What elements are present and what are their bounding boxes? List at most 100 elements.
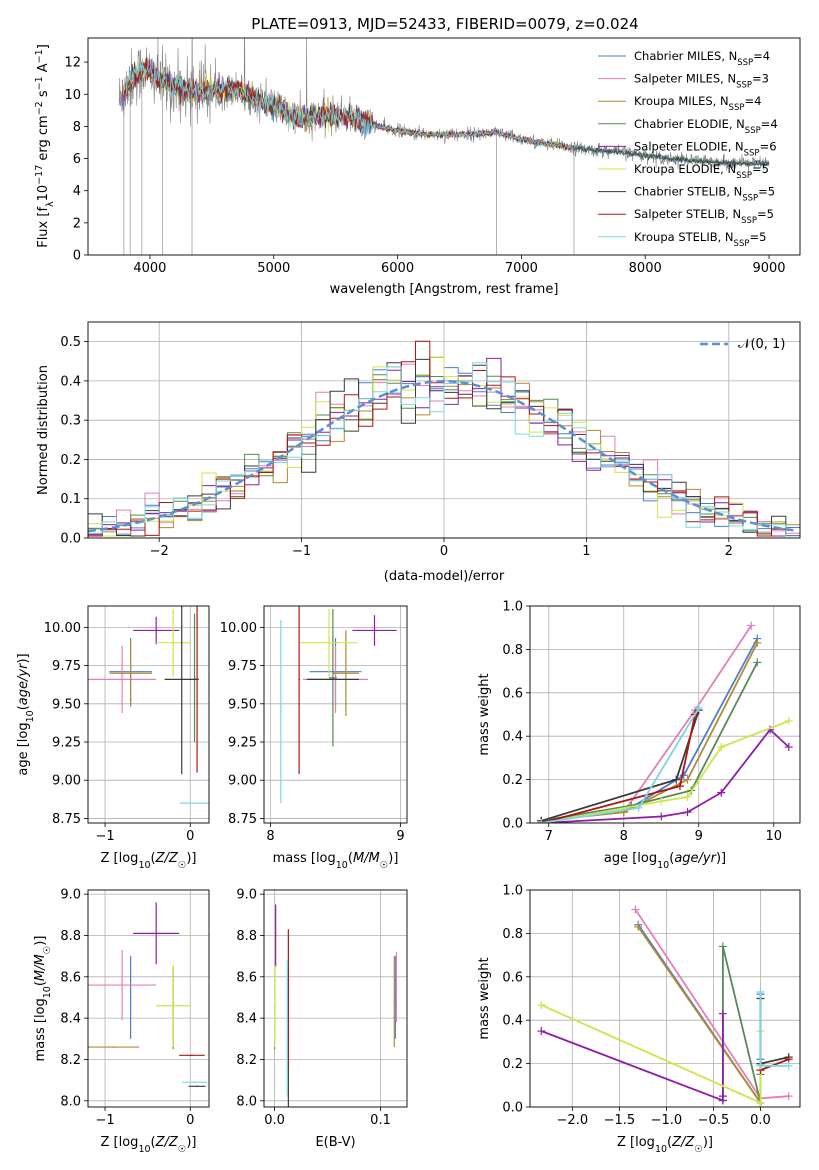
y-tick-label: 0.2 [502,773,523,788]
series-marker [718,1009,727,1018]
data-point [193,677,196,679]
series-marker [683,808,692,817]
axes-frame [263,605,408,824]
x-axis-label: age [log10(age/yr)] [604,851,726,871]
panel-spectrum: 4000 5000 6000 7000 8000 9000 0 2 4 6 8 10 12 wavelen… [34,37,801,297]
y-tick-label: 0.0 [502,1101,523,1116]
y-tick-label: 12 [64,56,81,71]
series-marker [676,782,684,791]
series-marker [718,1092,727,1101]
figure-title: PLATE=0913, MJD=52433, FIBERID=0079, z=0… [251,15,638,33]
series-marker [694,703,703,712]
data-point [287,996,290,999]
x-tick-label: 7 [545,829,553,844]
y-tick-label: 10.00 [220,621,257,636]
y-tick-label: 1.0 [502,884,523,899]
residual-histogram [88,340,800,537]
y-tick-label: 0.0 [502,817,523,832]
y-axis-label: mass weight [477,673,492,755]
data-point [280,710,282,713]
y-tick-label: 8.75 [228,812,257,827]
x-tick-label: 0 [186,1113,194,1128]
axes-frame [87,605,210,824]
x-tick-label: 0 [440,544,448,559]
y-tick-label: 0.6 [502,970,523,985]
data-point [298,678,300,681]
axes-frame [529,889,801,1108]
legend-label: Chabrier MILES, NSSP=4 [634,49,770,68]
legend-label: Chabrier ELODIE, NSSP=4 [634,117,778,136]
x-tick-label: 8000 [629,261,662,276]
plot-area [264,606,407,823]
data-point [345,672,347,675]
x-tick-label: −1.0 [651,1113,683,1128]
x-axis-label: Z [log10(Z/Z☉)] [617,1135,713,1155]
data-point [121,678,123,681]
legend-label: Salpeter ELODIE, NSSP=6 [634,139,777,158]
series-marker [784,743,793,752]
series-marker [631,905,640,914]
series-line [760,1058,790,1071]
axes-frame [529,605,801,824]
axes-frame [87,37,801,256]
series-marker [756,987,765,996]
y-tick-label: 0.6 [502,686,523,701]
x-tick-label: −1.5 [604,1113,636,1128]
x-tick-label: 0.1 [370,1113,391,1128]
x-tick-label: 0 [186,829,194,844]
x-axis-label: E(B-V) [315,1135,355,1150]
x-tick-label: 4000 [133,261,166,276]
x-tick-label: 1 [582,544,590,559]
y-tick-label: 10.00 [44,621,81,636]
model-spectrum [125,61,574,150]
y-tick-label: 9.25 [52,736,81,751]
legend-label: Kroupa MILES, NSSP=4 [634,94,761,113]
series-marker [717,743,726,752]
y-tick-label: 8.0 [236,1094,257,1109]
plot-area [88,322,800,538]
legend-label: Kroupa STELIB, NSSP=5 [634,230,766,249]
y-tick-label: 8.2 [236,1053,257,1068]
x-tick-label: −2 [150,544,169,559]
plot-area [118,38,770,255]
plot-area [530,890,800,1107]
y-tick-label: 9.50 [52,697,81,712]
y-tick-label: 8.6 [236,970,257,985]
y-tick-label: 9.0 [236,888,257,903]
x-axis-label: wavelength [Angstrom, rest frame] [330,282,559,297]
y-tick-label: 8.4 [236,1012,257,1027]
x-tick-label: −2.0 [557,1113,589,1128]
series-marker [784,717,793,726]
series-marker [657,812,666,821]
panel-age_vs_Z: −1 0 8.75 9.00 9.25 9.50 9.75 10.00 Z [log10(Z/Z… [16,605,210,871]
y-tick-label: 8.6 [60,970,81,985]
residual-histogram [88,362,800,537]
series-marker [753,658,762,667]
series-line [540,1013,724,1102]
y-tick-label: 1.0 [502,600,523,615]
panel-mass_weight_vs_Z: −2.0 −1.5 −1.0 −0.5 0.0 0.0 0.2 0.4 0.6 0.8 1.0 Z [… [477,884,801,1155]
series-marker [537,1027,546,1036]
y-tick-label: 0 [73,249,81,264]
data-point [196,678,198,681]
y-tick-label: 0.0 [60,532,81,547]
y-tick-label: 8 [73,120,81,135]
x-axis-label: mass [log10(M/M☉)] [273,851,399,871]
y-axis-label: age [log10(age/yr)] [16,653,36,775]
data-point [172,641,175,644]
series-marker [756,1098,765,1107]
data-point [121,984,123,986]
y-tick-label: 0.3 [60,414,81,429]
series-marker [537,819,546,823]
y-tick-label: 0.2 [502,1057,523,1072]
panel-age_vs_mass: 8 9 8.75 9.00 9.25 9.50 9.75 10.00 mass [log10(M… [220,605,408,871]
data-point [191,1054,193,1057]
data-point [129,996,132,999]
axes-frame [87,321,801,539]
axes-frame [87,889,210,1108]
data-point [129,672,132,675]
y-tick-label: 4 [73,184,81,199]
data-point [193,802,196,804]
y-tick-label: 8.0 [60,1094,81,1109]
data-point [274,934,277,937]
